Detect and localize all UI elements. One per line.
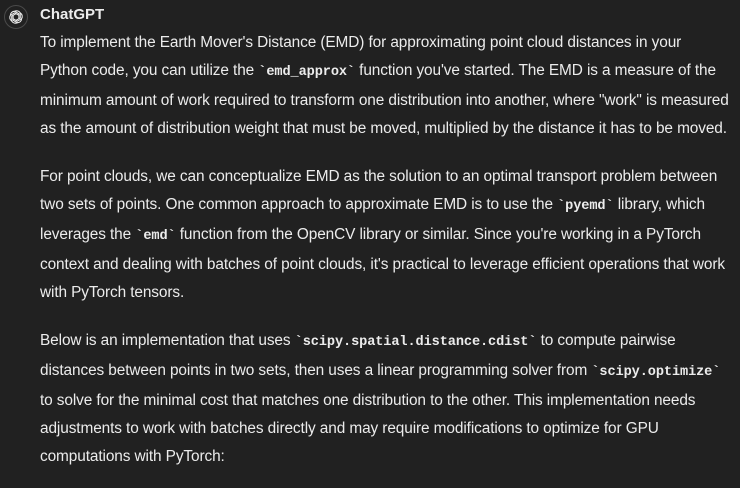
paragraph-2: For point clouds, we can conceptualize E…	[40, 163, 730, 307]
paragraph-text: Below is an implementation that uses	[40, 332, 295, 349]
inline-code: `scipy.optimize`	[591, 365, 721, 380]
inline-code: `scipy.spatial.distance.cdist`	[294, 335, 537, 350]
inline-code: `emd`	[135, 229, 176, 244]
paragraph-text: library, which leverages the	[40, 196, 705, 243]
paragraph-text: function you've started. The EMD is a me…	[40, 62, 729, 137]
paragraph-text: to solve for the minimal cost that match…	[40, 392, 696, 465]
openai-logo-icon	[8, 9, 24, 25]
inline-code: `pyemd`	[557, 199, 614, 214]
author-name: ChatGPT	[40, 6, 105, 23]
paragraph-text: For point clouds, we can conceptualize E…	[40, 168, 718, 213]
paragraph-text: to compute pairwise distances between po…	[40, 332, 676, 379]
avatar	[4, 5, 28, 29]
paragraph-text: function from the OpenCV library or simi…	[40, 226, 725, 301]
inline-code: `emd_approx`	[258, 65, 355, 80]
paragraph-text: To implement the Earth Mover's Distance …	[40, 34, 682, 79]
paragraph-3: Below is an implementation that uses `sc…	[40, 327, 730, 471]
message-content: To implement the Earth Mover's Distance …	[40, 29, 730, 488]
paragraph-1: To implement the Earth Mover's Distance …	[40, 29, 730, 143]
